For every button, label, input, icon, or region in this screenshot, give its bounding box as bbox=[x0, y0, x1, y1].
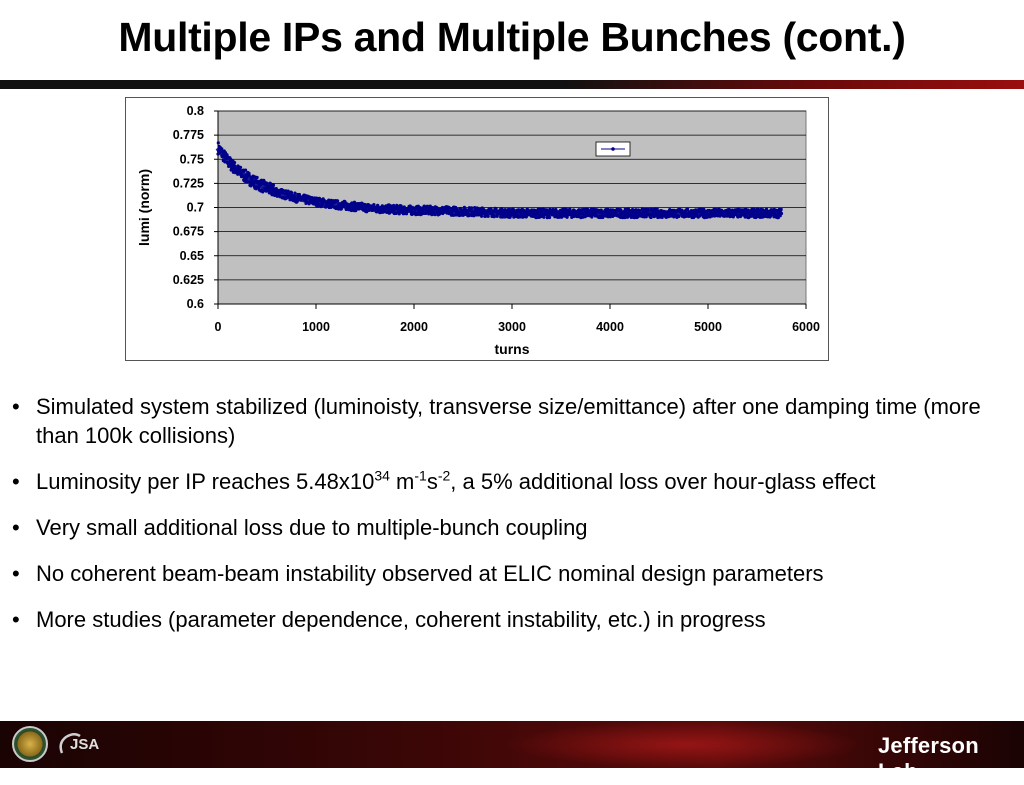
bullet-marker: • bbox=[12, 561, 20, 586]
data-point bbox=[255, 175, 259, 180]
data-point bbox=[216, 141, 220, 145]
legend-marker bbox=[611, 147, 615, 151]
data-point bbox=[649, 215, 653, 220]
bullet-item: • Simulated system stabilized (luminoisty… bbox=[8, 392, 1018, 450]
bullet-text: Luminosity per IP reaches 5.48x10 bbox=[36, 469, 375, 494]
y-tick-label: 0.6 bbox=[187, 297, 204, 311]
footer-glow bbox=[504, 721, 864, 768]
x-tick-label: 3000 bbox=[498, 320, 526, 334]
data-point bbox=[335, 199, 340, 203]
data-point bbox=[685, 207, 690, 211]
data-point bbox=[764, 207, 769, 211]
data-point bbox=[542, 215, 546, 219]
y-tick-label: 0.8 bbox=[187, 104, 204, 118]
doe-seal-logo bbox=[12, 726, 48, 762]
x-tick-label: 4000 bbox=[596, 320, 624, 334]
data-point bbox=[243, 168, 248, 172]
title-divider bbox=[0, 80, 1024, 89]
bullet-text: Simulated system stabilized (luminoisty,… bbox=[36, 394, 981, 448]
bullet-text: m bbox=[389, 469, 415, 494]
bullet-text: Very small additional loss due to multip… bbox=[36, 515, 588, 540]
luminosity-chart: 0.8 0.775 0.75 0.725 0.7 0.675 0.65 0.625 0.6 0 10… bbox=[136, 104, 820, 357]
x-tick-label: 2000 bbox=[400, 320, 428, 334]
y-tick-label: 0.725 bbox=[173, 176, 204, 190]
data-point bbox=[705, 215, 709, 219]
bullet-item: • More studies (parameter dependence, coh… bbox=[8, 605, 1018, 634]
bullet-superscript: -2 bbox=[437, 467, 451, 484]
data-point bbox=[238, 165, 243, 169]
data-point bbox=[547, 215, 552, 220]
bullet-list: • Simulated system stabilized (luminoisty… bbox=[8, 392, 1018, 651]
y-tick-label: 0.775 bbox=[173, 128, 204, 142]
data-point bbox=[492, 214, 497, 219]
data-point bbox=[352, 200, 357, 204]
chart-frame: 0.8 0.775 0.75 0.725 0.7 0.675 0.65 0.625 0.6 0 10… bbox=[125, 97, 829, 361]
bullet-marker: • bbox=[12, 394, 20, 419]
series-line bbox=[215, 145, 782, 217]
data-point bbox=[433, 213, 437, 217]
bullet-marker: • bbox=[12, 469, 20, 494]
data-point bbox=[479, 214, 484, 218]
bullet-superscript: -1 bbox=[414, 467, 427, 484]
y-tick-label: 0.675 bbox=[173, 225, 204, 239]
x-tick-label: 1000 bbox=[302, 320, 330, 334]
y-tick-label: 0.75 bbox=[180, 152, 204, 166]
bullet-text: , a 5% additional loss over hour-glass e… bbox=[450, 469, 876, 494]
bullet-item: • Luminosity per IP reaches 5.48x1034 m-1… bbox=[8, 467, 1018, 496]
y-tick-label: 0.65 bbox=[180, 249, 204, 263]
data-point bbox=[568, 207, 572, 211]
data-point bbox=[265, 181, 269, 185]
bullet-text: More studies (parameter dependence, cohe… bbox=[36, 607, 766, 632]
data-point bbox=[500, 207, 504, 211]
data-point bbox=[655, 207, 659, 211]
data-point bbox=[271, 183, 276, 187]
jsa-logo: JSA bbox=[59, 733, 99, 754]
y-axis-label: lumi (norm) bbox=[136, 169, 152, 246]
jefferson-lab-logo: Jefferson Lab bbox=[878, 733, 979, 784]
x-axis-label: turns bbox=[495, 341, 530, 357]
data-point bbox=[486, 214, 490, 218]
bullet-text: s bbox=[426, 469, 438, 494]
x-tick-label: 6000 bbox=[792, 320, 820, 334]
slide-title: Multiple IPs and Multiple Bunches (cont.… bbox=[118, 14, 906, 60]
bullet-marker: • bbox=[12, 515, 20, 540]
bullet-text: No coherent beam-beam instability observ… bbox=[36, 561, 824, 586]
x-tick-label: 0 bbox=[215, 320, 222, 334]
x-tick-label: 5000 bbox=[694, 320, 722, 334]
bullet-superscript: 34 bbox=[374, 467, 390, 484]
footer-bar bbox=[0, 721, 1024, 768]
y-tick-label: 0.7 bbox=[187, 201, 204, 215]
bullet-item: • No coherent beam-beam instability obser… bbox=[8, 559, 1018, 588]
data-point bbox=[779, 207, 783, 211]
bullet-marker: • bbox=[12, 607, 20, 632]
jsa-logo-text: JSA bbox=[70, 736, 99, 753]
bullet-item: • Very small additional loss due to multi… bbox=[8, 513, 1018, 542]
data-point bbox=[293, 191, 297, 195]
data-point bbox=[397, 212, 401, 216]
y-tick-label: 0.625 bbox=[173, 273, 204, 287]
